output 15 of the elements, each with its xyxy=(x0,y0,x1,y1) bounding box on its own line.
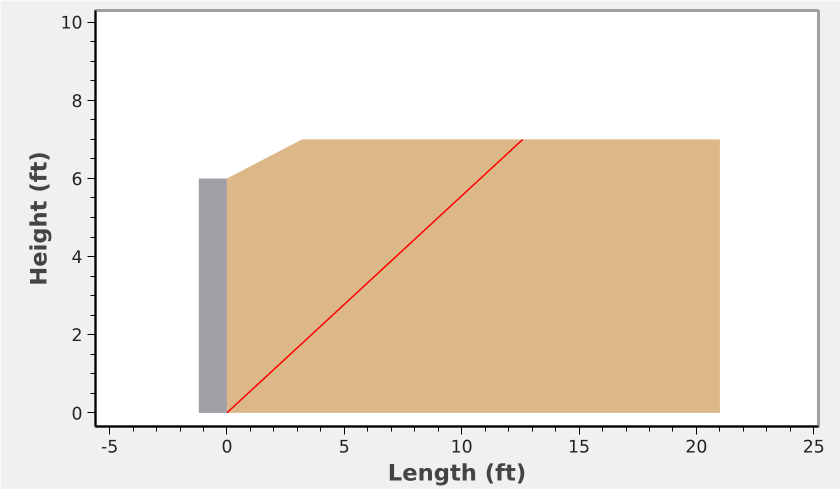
x-tick-label: 25 xyxy=(802,438,825,458)
y-tick-label: 8 xyxy=(71,92,83,112)
y-axis-title: Height (ft) xyxy=(26,151,52,286)
x-tick-label: -5 xyxy=(100,438,118,458)
x-tick-label: 5 xyxy=(338,438,350,458)
y-tick-label: 4 xyxy=(71,248,83,268)
x-axis-title: Length (ft) xyxy=(388,460,526,486)
x-tick-label: 0 xyxy=(221,438,232,458)
x-tick-label: 20 xyxy=(685,438,708,458)
y-tick-label: 0 xyxy=(71,404,83,424)
y-tick-label: 2 xyxy=(71,326,83,346)
y-tick-label: 10 xyxy=(60,14,83,34)
x-tick-label: 15 xyxy=(568,438,590,458)
y-tick-label: 6 xyxy=(71,170,83,190)
x-tick-label: 10 xyxy=(450,438,473,458)
